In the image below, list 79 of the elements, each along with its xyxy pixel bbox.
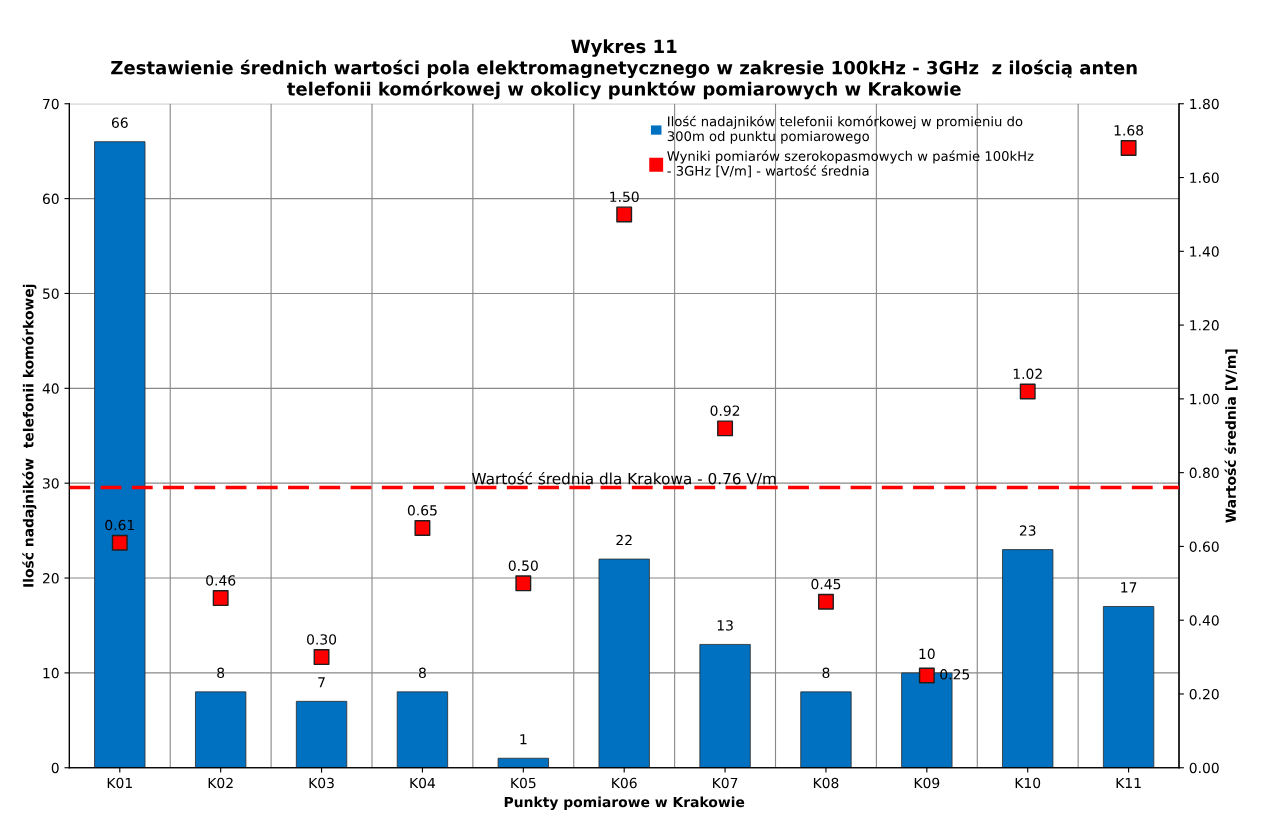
- bar: [699, 644, 751, 768]
- y-tick-label: 40: [42, 383, 59, 394]
- x-tick-label: K03: [309, 777, 334, 789]
- chart-title: Wykres 11 Zestawienie średnich wartości pola elektromagnetycznego w zakresie 100kHz - 3GHz z ilością anten telefonii komórkowej w okolicy punktów pomiarowych w Krakowie: [111, 39, 1137, 100]
- y2-tick-label: 1.40: [1190, 246, 1219, 257]
- bar: [497, 757, 549, 768]
- x-tick-label: K07: [713, 777, 738, 789]
- bar: [1102, 606, 1155, 768]
- point: [616, 206, 633, 223]
- y-tick-label: 10: [43, 667, 59, 679]
- x-tick-label: K09: [914, 777, 940, 789]
- y2-tick-label: 0.80: [1189, 467, 1219, 479]
- x-tick-label: K06: [612, 777, 637, 789]
- x-tick-label: K01: [107, 777, 132, 789]
- y-tick-label: 70: [43, 98, 59, 110]
- y-axis-title: Ilość nadajników telefonii komórkowej: [22, 284, 37, 587]
- bar: [295, 700, 348, 768]
- data-label: 1.68: [1114, 125, 1144, 136]
- y2-tick-label: 0.40: [1189, 615, 1219, 626]
- data-label: 0.61: [105, 519, 134, 531]
- data-label: 10: [919, 648, 935, 660]
- y-tick-label: 0: [51, 762, 59, 774]
- data-label: 0.45: [811, 578, 841, 590]
- x-tick-label: K05: [511, 777, 536, 789]
- y-tick-label: 30: [43, 478, 59, 489]
- y2-tick-label: 1.20: [1190, 320, 1219, 331]
- x-axis-title: Punkty pomiarowe w Krakowie: [504, 796, 745, 811]
- data-label: 1: [520, 734, 527, 745]
- data-label: 1.50: [610, 191, 639, 202]
- point: [817, 593, 834, 610]
- data-label: 17: [1121, 582, 1137, 593]
- point: [717, 420, 734, 437]
- point: [1019, 383, 1036, 400]
- data-label: 1.02: [1013, 368, 1042, 380]
- data-label: 0.50: [508, 560, 538, 571]
- y2-tick-label: 0.20: [1189, 688, 1219, 700]
- legend-label: Ilość nadajników telefonii komórkowej w promieniu do 300m od punktu pomiarowego: [667, 115, 1023, 144]
- y2-tick-label: 1.80: [1190, 98, 1219, 110]
- bar: [800, 691, 852, 768]
- point: [515, 575, 532, 592]
- data-label: 7: [318, 677, 325, 688]
- bar: [94, 141, 146, 768]
- data-label: 22: [616, 534, 632, 546]
- x-tick-label: K10: [1015, 777, 1041, 789]
- data-label: 0.25: [940, 669, 970, 680]
- x-tick-label: K11: [1116, 777, 1141, 789]
- data-label: 0.46: [206, 575, 236, 586]
- x-tick-label: K04: [410, 777, 436, 789]
- data-label: 8: [418, 667, 426, 679]
- data-label: 66: [111, 117, 128, 128]
- ref-line-label: Wartość średnia dla Krakowa - 0.76 V/m: [472, 472, 776, 486]
- bar: [598, 558, 650, 768]
- data-label: 0.30: [307, 634, 337, 645]
- data-label: 8: [217, 667, 225, 679]
- y2-tick-label: 1.60: [1190, 172, 1219, 183]
- y-tick-label: 20: [42, 573, 59, 584]
- x-tick-label: K02: [208, 777, 233, 789]
- bar: [396, 691, 449, 768]
- data-label: 13: [717, 620, 733, 631]
- point: [918, 667, 935, 684]
- y2-tick-label: 0.60: [1189, 541, 1219, 552]
- point: [414, 519, 431, 536]
- point: [212, 590, 229, 607]
- point: [1120, 140, 1137, 156]
- bar: [195, 691, 247, 768]
- point: [313, 649, 330, 666]
- y2-tick-label: 0.00: [1189, 762, 1219, 774]
- x-tick-label: K08: [813, 777, 839, 789]
- y2-axis-title: Wartość średnia [V/m]: [1224, 349, 1238, 523]
- bar: [1002, 549, 1054, 768]
- y-tick-label: 50: [43, 288, 59, 299]
- data-label: 0.65: [407, 505, 437, 516]
- data-label: 23: [1019, 525, 1036, 536]
- data-label: 0.92: [710, 405, 740, 416]
- point: [111, 534, 128, 551]
- y2-tick-label: 1.00: [1190, 393, 1219, 405]
- data-label: 8: [822, 667, 830, 679]
- legend-label: Wyniki pomiarów szerokopasmowych w paśmie 100kHz - 3GHz [V/m] - wartość średnia: [667, 150, 1034, 178]
- y-tick-label: 60: [42, 193, 59, 205]
